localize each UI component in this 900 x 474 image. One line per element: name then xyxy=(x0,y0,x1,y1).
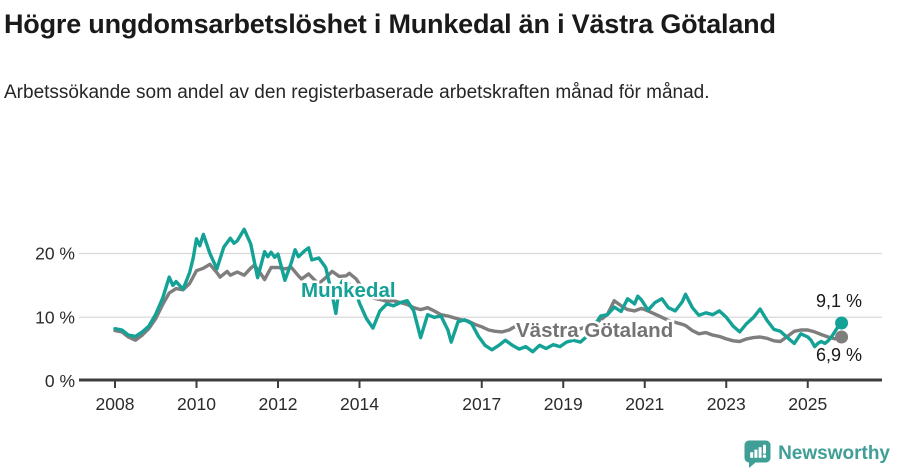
series-line-vastra-gotaland xyxy=(113,262,844,344)
y-tick-label: 20 % xyxy=(35,244,75,264)
x-tick-label: 2017 xyxy=(462,394,501,414)
newsworthy-logo-icon xyxy=(744,440,771,468)
logo-bar-2 xyxy=(754,449,758,458)
x-tick-label: 2019 xyxy=(544,394,583,414)
end-dot-vastra-gotaland xyxy=(835,330,849,344)
end-value-label-munkedal: 9,1 % xyxy=(816,291,862,311)
chart-subtitle: Arbetssökande som andel av den registerb… xyxy=(4,82,710,103)
series-label-vastra-gotaland: Västra Götaland xyxy=(516,319,673,342)
x-tick-label: 2023 xyxy=(707,394,746,414)
logo-exclamation-dot xyxy=(762,454,767,458)
logo-bubble xyxy=(744,440,771,468)
x-tick-label: 2008 xyxy=(96,394,135,414)
logo-exclamation-bar xyxy=(763,444,767,454)
chart-header: Högre ungdomsarbetslöshet i Munkedal än … xyxy=(4,6,864,108)
brand-name: Newsworthy xyxy=(778,443,890,464)
end-value-label-vastra-gotaland: 6,9 % xyxy=(816,345,862,365)
x-tick-label: 2010 xyxy=(177,394,216,414)
brand-footer: Newsworthy xyxy=(744,439,890,469)
logo-bar-3 xyxy=(758,447,762,458)
series-line-munkedal xyxy=(113,227,844,354)
x-tick-label: 2012 xyxy=(259,394,298,414)
x-tick-label: 2014 xyxy=(340,394,379,414)
logo-bar-1 xyxy=(750,452,754,458)
page-title: Högre ungdomsarbetslöshet i Munkedal än … xyxy=(4,9,776,39)
x-tick-label: 2021 xyxy=(625,394,664,414)
y-tick-label: 0 % xyxy=(45,371,75,391)
y-tick-label: 10 % xyxy=(35,307,75,327)
x-tick-label: 2025 xyxy=(788,394,827,414)
end-dot-munkedal xyxy=(835,316,849,330)
series-label-munkedal: Munkedal xyxy=(301,279,396,302)
